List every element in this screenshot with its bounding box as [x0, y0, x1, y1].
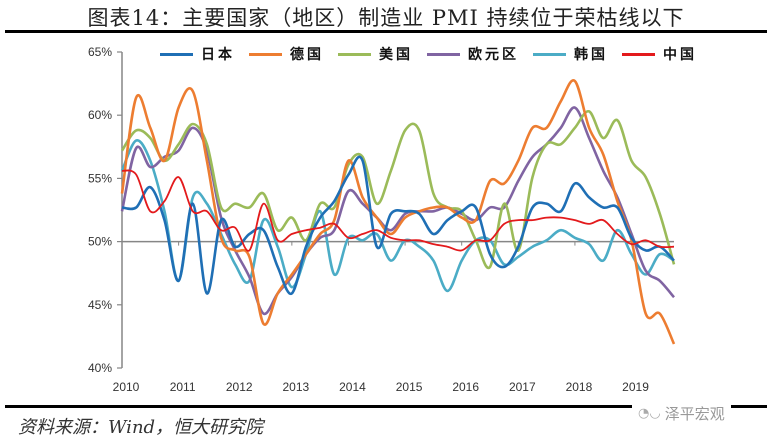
- x-tick-label: 2018: [566, 380, 593, 394]
- legend-label: 中国: [663, 47, 697, 63]
- y-tick-label: 65%: [88, 45, 112, 59]
- bottom-rule: [5, 405, 767, 408]
- legend-label: 德国: [290, 47, 324, 63]
- legend-swatch: [249, 52, 282, 56]
- x-tick-label: 2012: [226, 380, 253, 394]
- legend-swatch: [338, 52, 371, 56]
- x-tick-label: 2015: [396, 380, 423, 394]
- legend-item-usa: 美国: [338, 44, 413, 64]
- legend-swatch: [160, 52, 193, 56]
- legend-label: 日本: [201, 47, 235, 63]
- x-tick-label: 2013: [282, 380, 309, 394]
- x-tick-label: 2016: [452, 380, 479, 394]
- legend-item-japan: 日本: [160, 44, 235, 64]
- legend-swatch: [427, 52, 460, 56]
- top-rule: [5, 30, 767, 33]
- wechat-icon: ◔◡: [638, 406, 661, 421]
- watermark-text: 泽平宏观: [664, 405, 725, 423]
- y-tick-label: 50%: [88, 235, 112, 249]
- x-tick-label: 2017: [509, 380, 536, 394]
- series-line-usa: [120, 110, 676, 270]
- legend: 日本 德国 美国 欧元区 韩国 中国: [160, 44, 711, 64]
- series-line-china: [121, 169, 675, 252]
- series-line-germany: [120, 79, 676, 345]
- chart-title: 图表14：主要国家（地区）制造业 PMI 持续位于荣枯线以下: [87, 6, 685, 30]
- watermark: ◔◡ 泽平宏观: [632, 403, 731, 424]
- y-tick-label: 40%: [88, 361, 112, 375]
- y-tick-label: 45%: [88, 298, 112, 312]
- legend-label: 韩国: [574, 47, 608, 63]
- y-tick-label: 60%: [88, 108, 112, 122]
- legend-item-germany: 德国: [249, 44, 324, 64]
- legend-item-china: 中国: [622, 44, 697, 64]
- x-tick-label: 2019: [622, 380, 649, 394]
- legend-label: 欧元区: [468, 47, 519, 63]
- source-note: 资料来源：Wind，恒大研究院: [18, 417, 264, 438]
- y-tick-label: 55%: [88, 171, 112, 185]
- legend-swatch: [622, 52, 655, 56]
- legend-item-korea: 韩国: [533, 44, 608, 64]
- x-tick-label: 2011: [170, 380, 196, 394]
- legend-label: 美国: [379, 47, 413, 63]
- x-tick-label: 2010: [113, 380, 140, 394]
- series-line-korea: [120, 139, 675, 293]
- x-tick-label: 2014: [339, 380, 366, 394]
- series-line-japan: [121, 155, 675, 295]
- legend-item-eurozone: 欧元区: [427, 44, 519, 64]
- legend-swatch: [533, 52, 566, 56]
